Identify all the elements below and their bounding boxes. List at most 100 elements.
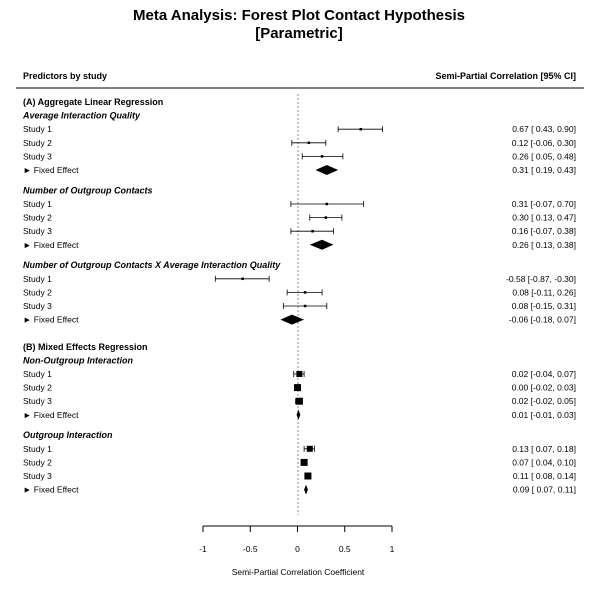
summary-diamond: [304, 484, 308, 495]
x-axis-label: Semi-Partial Correlation Coefficient: [232, 567, 365, 577]
ci-value-text: 0.12 [-0.06, 0.30]: [512, 138, 576, 148]
group-heading: Non-Outgroup Interaction: [23, 355, 133, 365]
ci-value-text: 0.02 [-0.04, 0.07]: [512, 369, 576, 379]
ci-value-text: 0.00 [-0.02, 0.03]: [512, 383, 576, 393]
point-estimate: [359, 127, 363, 131]
chart-title-line2: [Parametric]: [255, 25, 343, 42]
study-row: Study 2 0.12 [-0.06, 0.30]: [23, 138, 576, 148]
row-label: ► Fixed Effect: [23, 315, 79, 325]
row-label: Study 2: [23, 138, 52, 148]
row-label: Study 3: [23, 471, 52, 481]
row-label: Study 3: [23, 396, 52, 406]
row-label: Study 2: [23, 383, 52, 393]
row-label: Study 1: [23, 369, 52, 379]
point-estimate: [311, 229, 314, 233]
study-row: Study 2 0.30 [ 0.13, 0.47]: [23, 213, 576, 223]
row-label: Study 3: [23, 151, 52, 161]
fixed-effect-row: ► Fixed Effect -0.06 [-0.18, 0.07]: [23, 314, 576, 325]
point-estimate: [294, 384, 301, 392]
row-label: Study 2: [23, 457, 52, 467]
x-tick-label: 0.5: [339, 544, 351, 554]
summary-diamond: [296, 409, 301, 420]
x-axis: -1 -0.5 0 0.5 1: [199, 525, 395, 554]
row-label: Study 2: [23, 287, 52, 297]
ci-value-text: -0.58 [-0.87, -0.30]: [506, 274, 576, 284]
x-tick-label: -0.5: [243, 544, 258, 554]
study-row: Study 3 0.26 [ 0.05, 0.48]: [23, 151, 576, 161]
fixed-effect-row: ► Fixed Effect 0.09 [ 0.07, 0.11]: [23, 484, 576, 495]
row-label: ► Fixed Effect: [23, 410, 79, 420]
ci-value-text: 0.31 [-0.07, 0.70]: [512, 199, 576, 209]
row-label: ► Fixed Effect: [23, 165, 79, 175]
x-tick-label: -1: [199, 544, 207, 554]
study-row: Study 2 0.08 [-0.11, 0.26]: [23, 287, 576, 297]
ci-value-text: 0.02 [-0.02, 0.05]: [512, 396, 576, 406]
ci-value-text: 0.11 [ 0.08, 0.14]: [513, 471, 576, 481]
point-estimate: [304, 472, 312, 480]
point-estimate: [300, 458, 308, 466]
ci-value-text: 0.31 [ 0.19, 0.43]: [512, 165, 576, 175]
ci-value-text: 0.01 [-0.01, 0.03]: [512, 410, 576, 420]
study-row: Study 3 0.08 [-0.15, 0.31]: [23, 301, 576, 311]
ci-value-text: 0.08 [-0.15, 0.31]: [512, 301, 576, 311]
fixed-effect-row: ► Fixed Effect 0.31 [ 0.19, 0.43]: [23, 165, 576, 175]
ci-value-text: 0.67 [ 0.43, 0.90]: [512, 124, 576, 134]
study-row: Study 1 0.67 [ 0.43, 0.90]: [23, 124, 576, 134]
study-row: Study 2 0.07 [ 0.04, 0.10]: [23, 457, 576, 467]
right-column-header: Semi-Partial Correlation [95% CI]: [435, 71, 576, 81]
group-heading: Number of Outgroup Contacts X Average In…: [23, 260, 281, 270]
ci-value-text: 0.26 [ 0.13, 0.38]: [512, 240, 576, 250]
row-label: ► Fixed Effect: [23, 485, 79, 495]
left-column-header: Predictors by study: [23, 71, 107, 81]
point-estimate: [306, 445, 313, 452]
row-label: Study 1: [23, 199, 52, 209]
point-estimate: [324, 216, 328, 219]
point-estimate: [241, 277, 244, 281]
row-label: Study 3: [23, 301, 52, 311]
section-heading: (B) Mixed Effects Regression: [23, 342, 148, 352]
ci-value-text: 0.30 [ 0.13, 0.47]: [512, 213, 576, 223]
summary-diamond: [280, 314, 305, 325]
study-row: Study 1 0.13 [ 0.07, 0.18]: [23, 444, 576, 454]
ci-value-text: 0.09 [ 0.07, 0.11]: [513, 485, 576, 495]
ci-value-text: 0.26 [ 0.05, 0.48]: [512, 151, 576, 161]
x-tick-label: 1: [390, 544, 395, 554]
ci-value-text: 0.08 [-0.11, 0.26]: [512, 287, 576, 297]
summary-diamond: [315, 165, 339, 175]
group-heading: Outgroup Interaction: [23, 430, 113, 440]
ci-value-text: 0.07 [ 0.04, 0.10]: [512, 457, 576, 467]
row-label: ► Fixed Effect: [23, 240, 79, 250]
row-label: Study 2: [23, 213, 52, 223]
point-estimate: [295, 397, 303, 405]
row-label: Study 1: [23, 444, 52, 454]
ci-value-text: -0.06 [-0.18, 0.07]: [509, 315, 576, 325]
point-estimate: [320, 155, 324, 158]
study-row: Study 1 0.31 [-0.07, 0.70]: [23, 199, 576, 209]
study-row: Study 3 0.16 [-0.07, 0.38]: [23, 226, 576, 236]
row-label: Study 3: [23, 226, 52, 236]
rows-layer: (A) Aggregate Linear Regression Average I…: [22, 97, 576, 495]
study-row: Study 3 0.02 [-0.02, 0.05]: [23, 396, 576, 406]
study-row: Study 3 0.11 [ 0.08, 0.14]: [23, 471, 576, 481]
row-label: Study 1: [23, 274, 52, 284]
group-heading: Number of Outgroup Contacts: [23, 185, 153, 195]
point-estimate: [296, 371, 303, 377]
study-row: Study 1 -0.58 [-0.87, -0.30]: [23, 274, 576, 284]
section-heading: (A) Aggregate Linear Regression: [23, 97, 163, 107]
summary-diamond: [309, 239, 334, 250]
fixed-effect-row: ► Fixed Effect 0.01 [-0.01, 0.03]: [23, 409, 576, 420]
study-row: Study 1 0.02 [-0.04, 0.07]: [23, 369, 576, 379]
point-estimate: [303, 304, 307, 308]
point-estimate: [303, 291, 307, 294]
group-heading: Average Interaction Quality: [22, 111, 141, 121]
row-label: Study 1: [23, 124, 52, 134]
chart-title-line1: Meta Analysis: Forest Plot Contact Hypot…: [133, 7, 465, 24]
point-estimate: [307, 141, 311, 145]
x-tick-label: 0: [295, 544, 300, 554]
ci-value-text: 0.13 [ 0.07, 0.18]: [512, 444, 576, 454]
study-row: Study 2 0.00 [-0.02, 0.03]: [23, 383, 576, 393]
ci-value-text: 0.16 [-0.07, 0.38]: [512, 226, 576, 236]
point-estimate: [325, 202, 329, 206]
fixed-effect-row: ► Fixed Effect 0.26 [ 0.13, 0.38]: [23, 239, 576, 250]
